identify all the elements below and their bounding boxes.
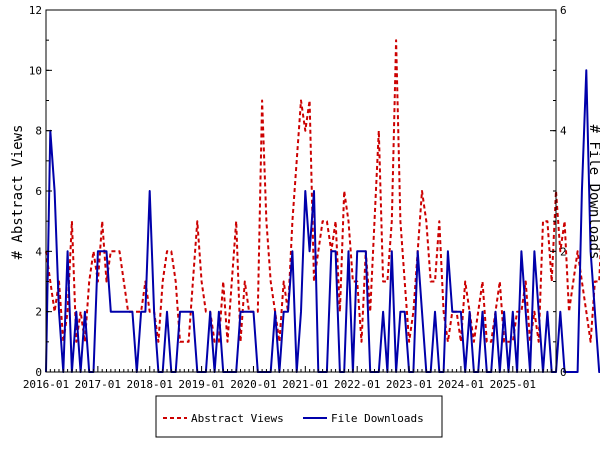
x-tick-label: 2020-01 [230, 378, 276, 391]
x-tick-label: 2019-01 [178, 378, 224, 391]
left-y-tick-label: 2 [35, 306, 42, 319]
right-axis-title: # File Downloads [586, 125, 600, 260]
x-tick-label: 2017-01 [75, 378, 121, 391]
axes: 2016-01 2017-01 2018-01 2019-01 2020-01 2021-… [23, 4, 567, 391]
right-y-tick-label: 4 [560, 125, 567, 138]
series-line-abstract-views [45, 39, 600, 343]
right-y-tick-label: 0 [560, 366, 567, 379]
x-tick-label: 2016-01 [23, 378, 69, 391]
left-y-tick-label: 12 [29, 4, 42, 17]
plot-area [45, 39, 600, 373]
x-tick-label: 2024-01 [438, 378, 484, 391]
legend-box [155, 395, 443, 438]
left-y-tick-label: 4 [35, 245, 42, 258]
legend-label-abstract-views: Abstract Views [191, 412, 284, 425]
legend-label-file-downloads: File Downloads [331, 412, 424, 425]
x-tick-label: 2022-01 [334, 378, 380, 391]
left-y-tick-label: 6 [35, 185, 42, 198]
x-tick-label: 2023-01 [386, 378, 432, 391]
left-y-tick-label: 8 [35, 125, 42, 138]
right-y-tick-label: 6 [560, 4, 567, 17]
x-tick-label: 2018-01 [127, 378, 173, 391]
left-axis-title: # Abstract Views [10, 125, 26, 260]
x-tick-label: 2021-01 [282, 378, 328, 391]
x-tick-label: 2025-01 [490, 378, 536, 391]
right-y-tick-label: 2 [560, 245, 567, 258]
legend: Abstract Views File Downloads [155, 395, 443, 438]
left-y-tick-label: 10 [29, 64, 42, 77]
left-y-tick-label: 0 [35, 366, 42, 379]
